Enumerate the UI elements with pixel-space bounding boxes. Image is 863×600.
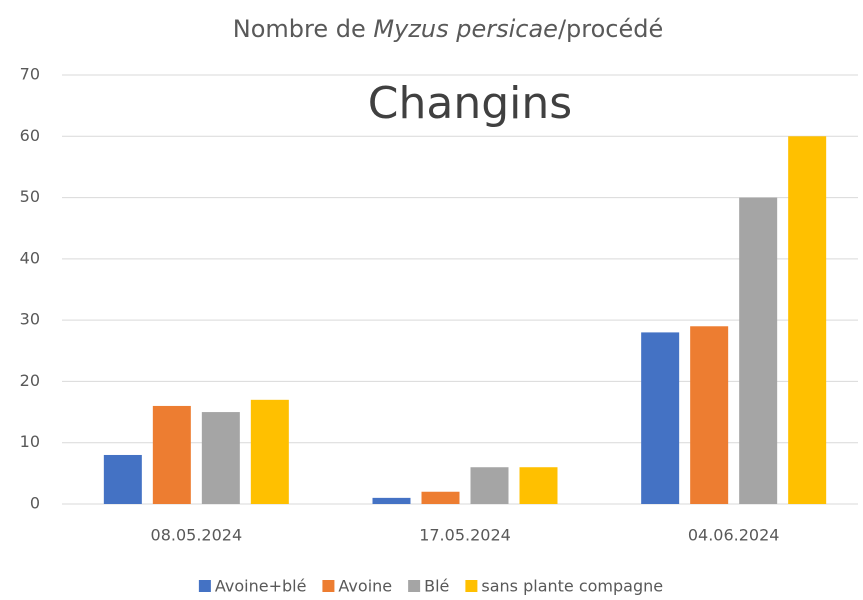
title-part: /procédé — [558, 15, 663, 43]
y-tick-label: 0 — [30, 494, 40, 513]
y-tick-label: 40 — [20, 248, 40, 267]
title-part: Nombre de — [233, 15, 374, 43]
bar — [470, 467, 509, 504]
annotation: Changins — [368, 78, 572, 129]
bar — [421, 491, 460, 504]
legend-label: sans plante compagne — [481, 577, 663, 596]
bar — [641, 332, 680, 504]
bar — [103, 454, 142, 504]
bar — [519, 467, 558, 504]
legend-swatch — [408, 580, 421, 592]
x-tick-label: 08.05.2024 — [151, 526, 243, 545]
x-tick-label: 17.05.2024 — [419, 526, 511, 545]
y-tick-label: 60 — [20, 126, 40, 145]
bar — [739, 197, 778, 505]
bar — [788, 136, 827, 505]
legend-swatch — [465, 580, 478, 592]
bar — [152, 405, 191, 504]
y-tick-label: 70 — [20, 65, 40, 84]
y-tick-label: 20 — [20, 371, 40, 390]
bar — [690, 326, 729, 504]
legend-swatch — [322, 580, 335, 592]
legend-label: Blé — [424, 577, 449, 596]
bar — [201, 412, 240, 504]
chart-title: Nombre de Myzus persicae/procédé — [233, 15, 664, 43]
legend-label: Avoine — [338, 577, 392, 596]
title-part: Myzus persicae — [373, 15, 558, 43]
x-tick-label: 04.06.2024 — [688, 526, 780, 545]
bar — [250, 399, 289, 504]
y-tick-label: 30 — [20, 310, 40, 329]
y-tick-label: 50 — [20, 187, 40, 206]
legend-label: Avoine+blé — [215, 577, 307, 596]
y-tick-label: 10 — [20, 432, 40, 451]
legend-swatch — [198, 580, 211, 592]
bar — [372, 497, 411, 504]
